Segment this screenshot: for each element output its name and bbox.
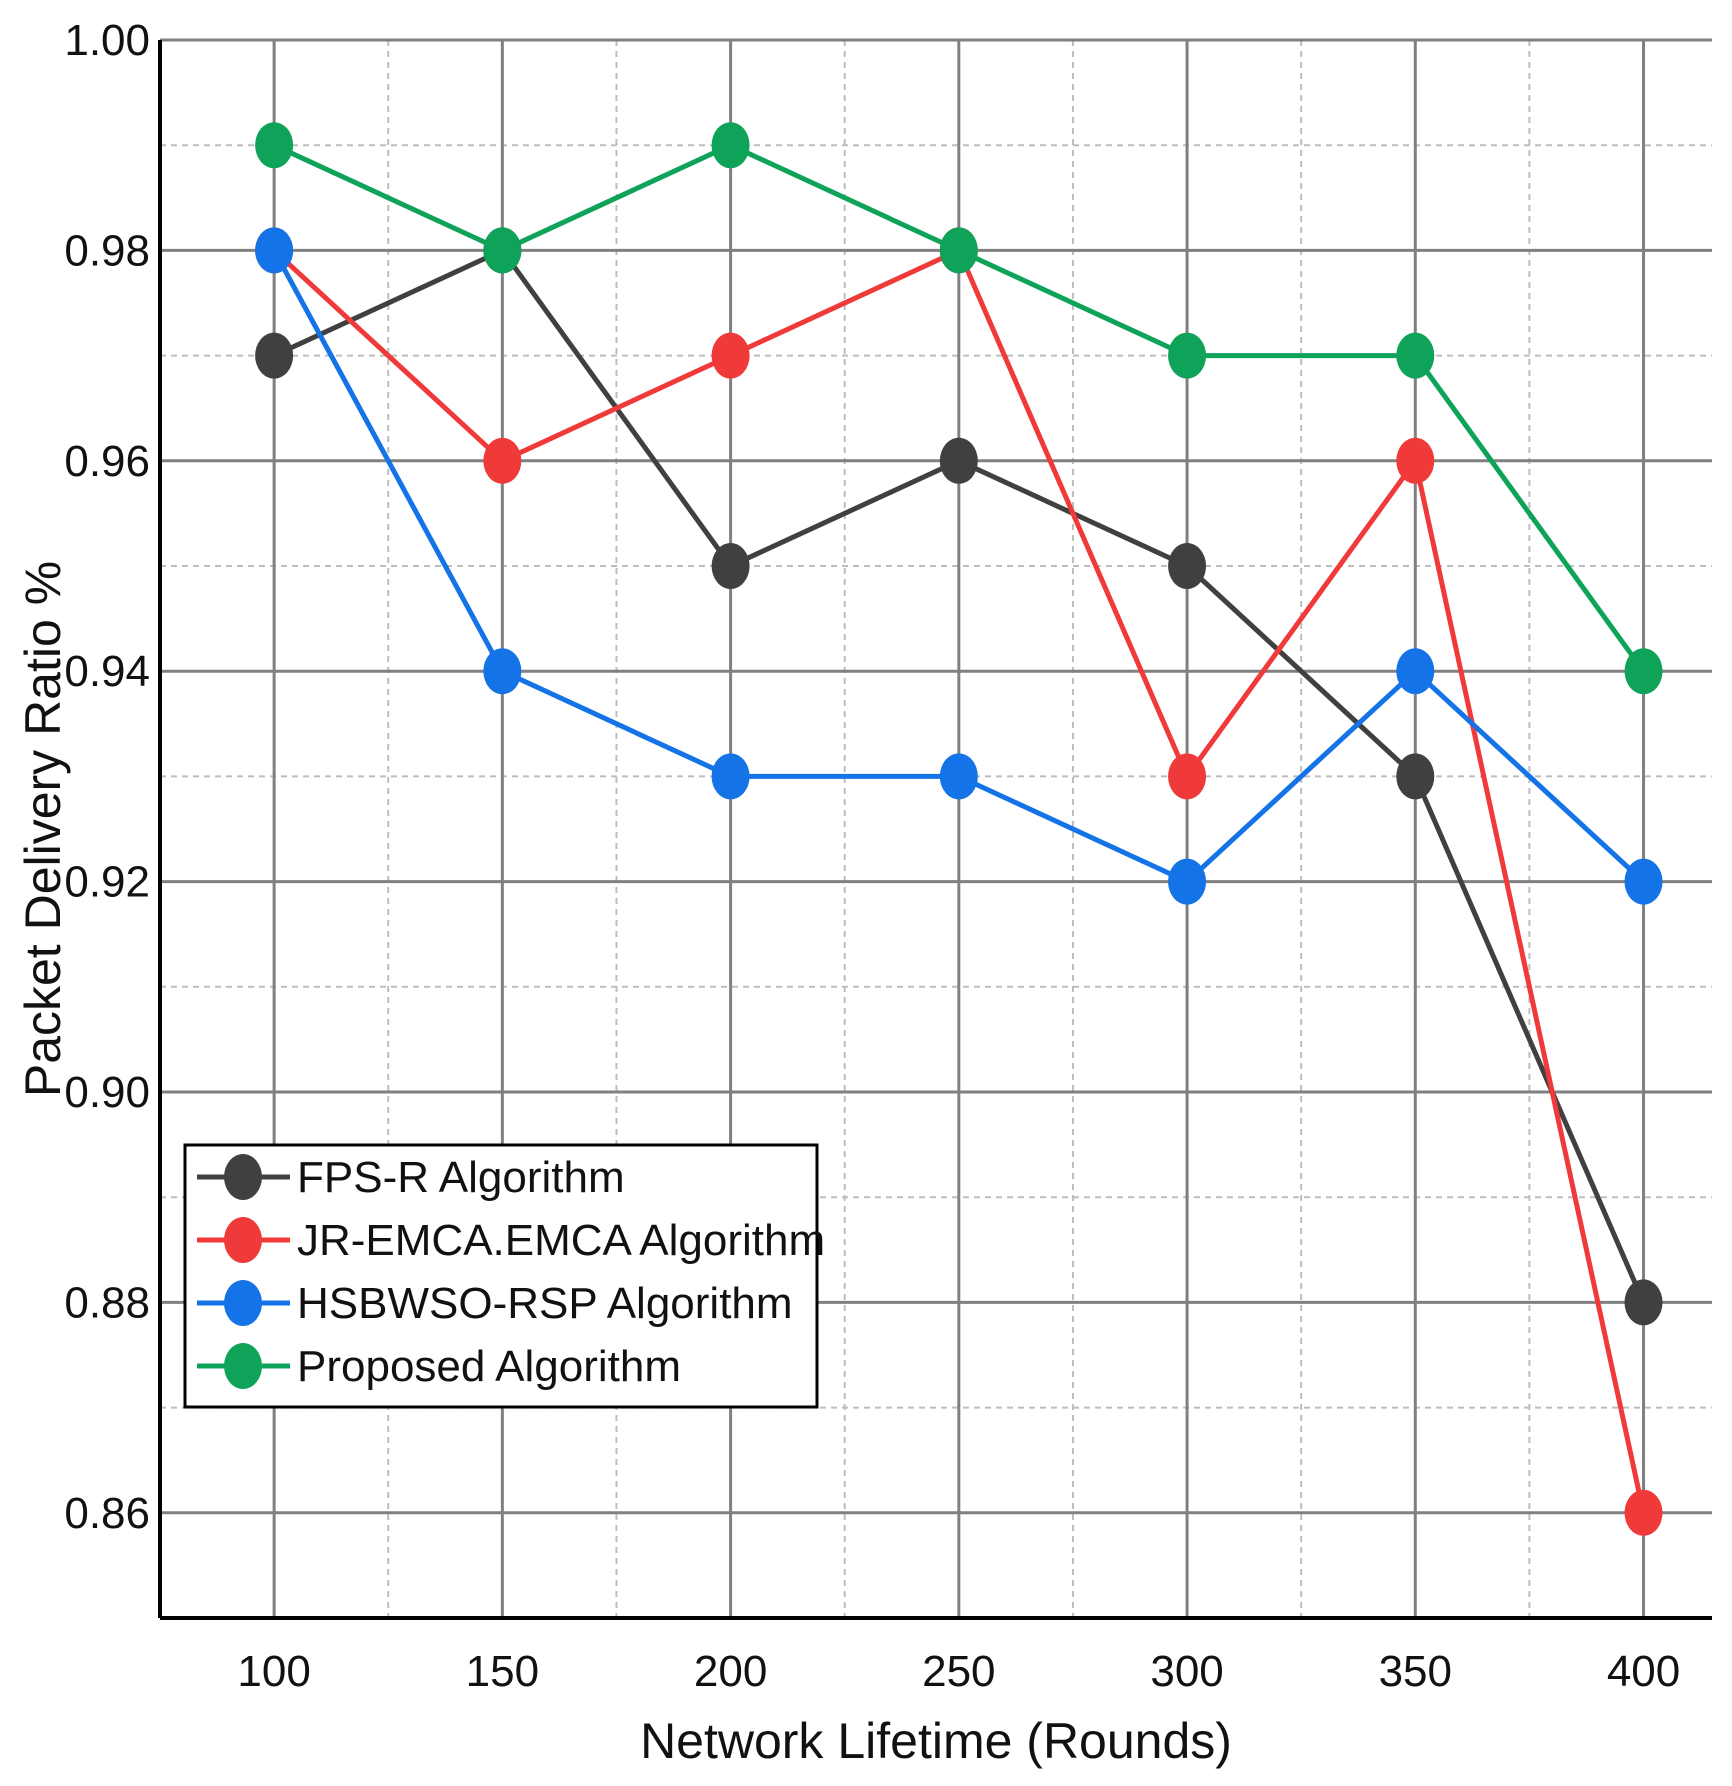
legend-box bbox=[183, 1143, 819, 1409]
x-tick-label: 250 bbox=[922, 1647, 995, 1696]
y-tick-label: 1.00 bbox=[64, 16, 150, 65]
data-point bbox=[1396, 648, 1435, 695]
data-point bbox=[711, 753, 750, 800]
legend: FPS-R Algorithm JR-EMCA.EMCA Algorithm HSB… bbox=[183, 1143, 825, 1409]
series-points bbox=[255, 122, 1663, 1536]
legend-swatch-marker bbox=[224, 1343, 262, 1389]
data-point bbox=[483, 648, 522, 695]
y-tick-label: 0.86 bbox=[64, 1489, 150, 1538]
y-tick-label: 0.96 bbox=[64, 437, 150, 486]
x-tick-label: 300 bbox=[1150, 1647, 1223, 1696]
x-axis-title: Network Lifetime (Rounds) bbox=[640, 1713, 1232, 1769]
data-point bbox=[939, 437, 978, 484]
data-point bbox=[711, 122, 750, 169]
data-point bbox=[255, 332, 294, 379]
x-tick-label: 200 bbox=[694, 1647, 767, 1696]
data-point bbox=[939, 227, 978, 274]
data-point bbox=[1624, 1279, 1663, 1326]
data-point bbox=[1396, 753, 1435, 800]
data-point bbox=[1168, 858, 1207, 905]
x-tick-label: 400 bbox=[1607, 1647, 1680, 1696]
data-point bbox=[483, 437, 522, 484]
data-point bbox=[1624, 648, 1663, 695]
data-point bbox=[1396, 437, 1435, 484]
y-tick-label: 0.92 bbox=[64, 858, 150, 907]
x-tick-label: 100 bbox=[237, 1647, 310, 1696]
legend-label: Proposed Algorithm bbox=[297, 1342, 681, 1391]
data-point bbox=[711, 332, 750, 379]
data-point bbox=[1168, 753, 1207, 800]
data-point bbox=[939, 753, 978, 800]
y-axis-title: Packet Delivery Ratio % bbox=[15, 561, 71, 1097]
y-tick-label: 0.94 bbox=[64, 647, 150, 696]
data-point bbox=[255, 227, 294, 274]
x-tick-label: 350 bbox=[1379, 1647, 1452, 1696]
legend-label: JR-EMCA.EMCA Algorithm bbox=[297, 1216, 825, 1265]
data-point bbox=[711, 543, 750, 589]
data-point bbox=[1168, 332, 1207, 379]
x-tick-label: 150 bbox=[466, 1647, 539, 1696]
data-point bbox=[255, 122, 294, 169]
data-point bbox=[483, 227, 522, 274]
y-tick-labels: 0.86 0.88 0.90 0.92 0.94 0.96 0.98 1.00 bbox=[64, 16, 150, 1538]
data-point bbox=[1624, 858, 1663, 905]
legend-swatch-marker bbox=[224, 1280, 262, 1326]
x-tick-labels: 100 150 200 250 300 350 400 bbox=[237, 1647, 1680, 1696]
legend-label: HSBWSO-RSP Algorithm bbox=[297, 1279, 793, 1328]
legend-swatch-marker bbox=[224, 1154, 262, 1200]
data-point bbox=[1396, 332, 1435, 379]
legend-swatch-marker bbox=[224, 1217, 262, 1263]
y-tick-label: 0.98 bbox=[64, 226, 150, 275]
data-point bbox=[1168, 543, 1207, 589]
y-tick-label: 0.88 bbox=[64, 1278, 150, 1327]
data-point bbox=[1624, 1489, 1663, 1536]
y-tick-label: 0.90 bbox=[64, 1068, 150, 1117]
axes bbox=[158, 40, 1712, 1620]
legend-label: FPS-R Algorithm bbox=[297, 1153, 625, 1202]
